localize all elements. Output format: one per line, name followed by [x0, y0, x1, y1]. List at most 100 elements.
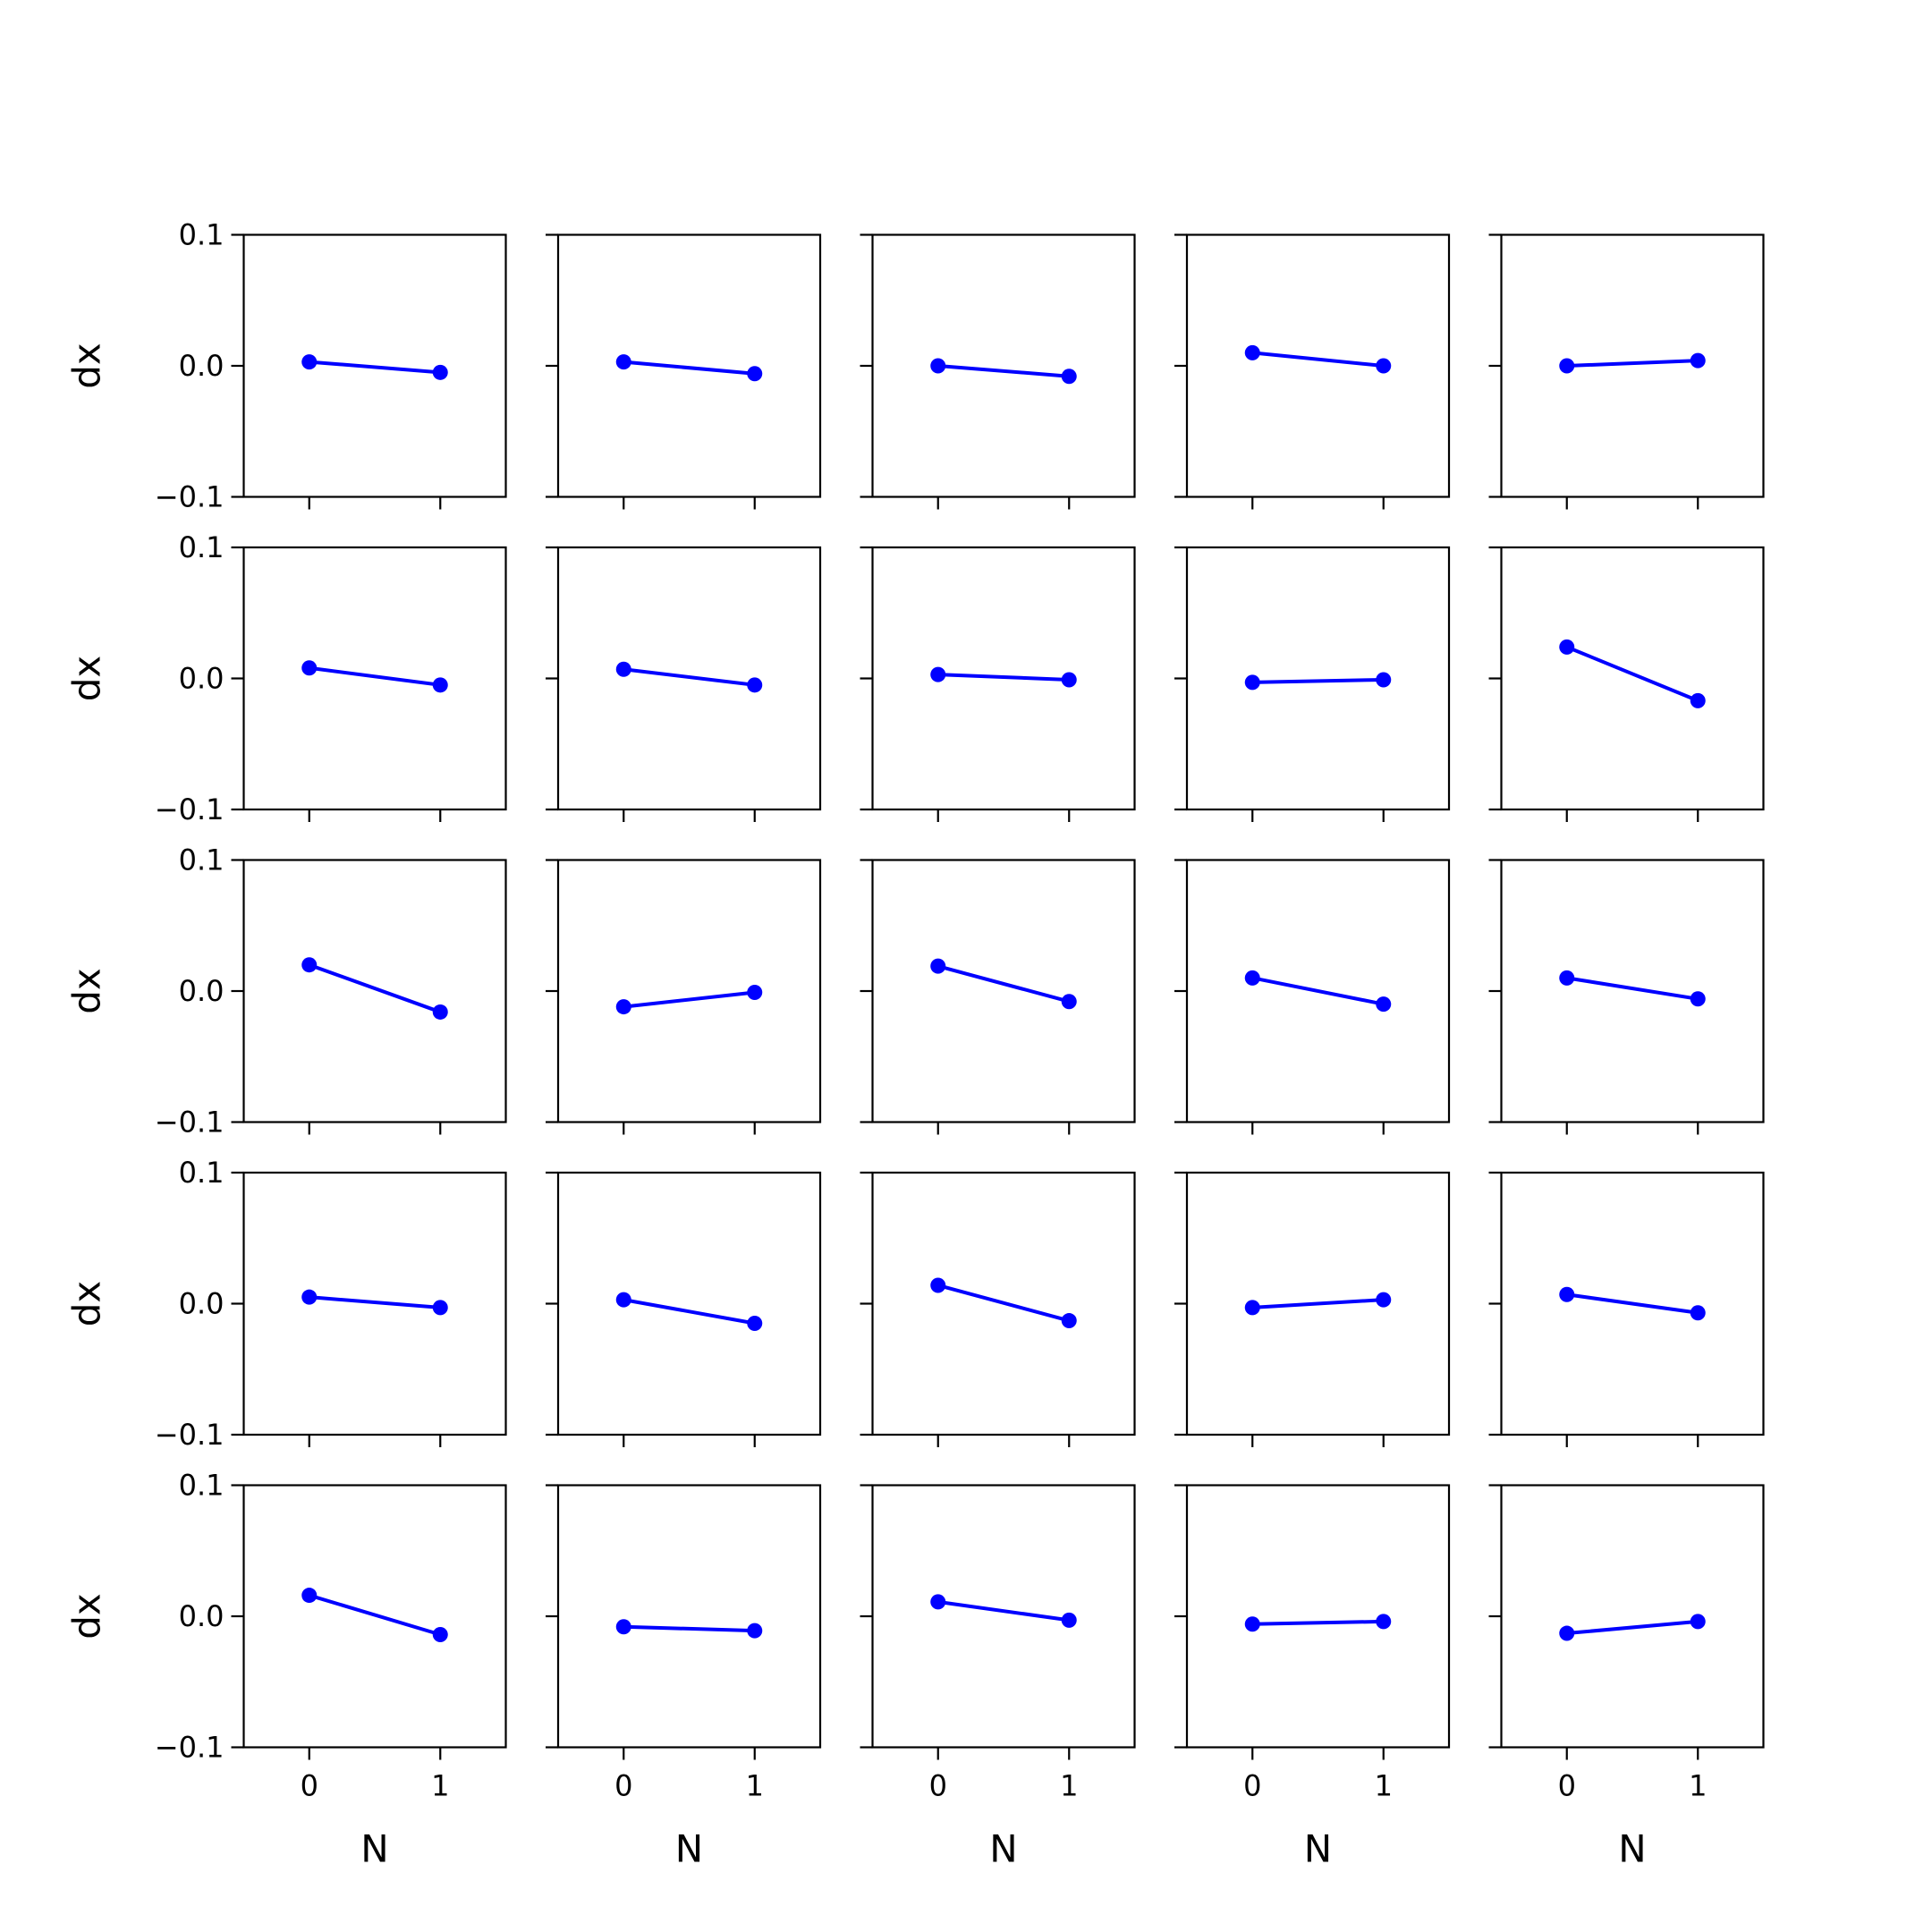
data-point — [747, 1315, 763, 1331]
series-line — [937, 1284, 1070, 1323]
data-point — [301, 354, 318, 370]
axes-frame — [556, 1171, 822, 1436]
x-tick-label: 0 — [929, 1769, 947, 1803]
subplot-r2-c4 — [1488, 859, 1765, 1135]
data-point — [1244, 1300, 1260, 1316]
x-axis-label: N — [675, 1827, 703, 1871]
subplot-r2-c0: 0.1 0.0 −0.1 dx — [65, 843, 507, 1140]
data-point — [930, 1594, 946, 1610]
data-point — [1244, 674, 1260, 691]
data-point — [1376, 1292, 1392, 1308]
series-line — [1251, 976, 1385, 1006]
subplot-r3-c2 — [860, 1171, 1136, 1447]
data-point — [1559, 358, 1575, 374]
y-tick-label: 0.1 — [179, 218, 225, 252]
y-axis-label: dx — [65, 1593, 109, 1640]
series-line — [937, 964, 1070, 1004]
series-line — [1566, 976, 1699, 1001]
x-tick-label: 1 — [746, 1769, 764, 1803]
axes-frame — [1185, 1484, 1451, 1749]
y-tick-label: 0.0 — [179, 974, 225, 1008]
data-point — [1061, 369, 1077, 385]
data-point — [1061, 994, 1077, 1010]
subplot-r1-c2 — [860, 546, 1136, 822]
data-point — [930, 958, 946, 974]
data-point — [615, 354, 631, 370]
subplot-r1-c0: 0.1 0.0 −0.1 dx — [65, 530, 507, 826]
axes-frame — [1500, 1484, 1765, 1749]
subplot-r3-c0: 0.1 0.0 −0.1 dx — [65, 1156, 507, 1452]
data-point — [1559, 970, 1575, 986]
y-tick-label: 0.0 — [179, 1287, 225, 1321]
series-line — [1565, 645, 1699, 703]
data-point — [432, 1300, 448, 1316]
subplot-r1-c1 — [546, 546, 822, 822]
series-line — [623, 667, 755, 687]
series-line — [1252, 1298, 1384, 1309]
data-point — [1690, 1305, 1706, 1321]
subplot-r3-c4 — [1488, 1171, 1765, 1447]
series-line — [937, 1599, 1070, 1623]
data-point — [432, 1627, 448, 1643]
data-point — [1690, 692, 1706, 708]
data-point — [615, 999, 631, 1015]
axes-frame — [871, 233, 1136, 498]
x-tick-label: 0 — [301, 1769, 318, 1803]
data-point — [1376, 358, 1392, 374]
subplot-r1-c3 — [1174, 546, 1451, 822]
subplot-r4-c1: 0 1 N — [546, 1484, 822, 1871]
data-point — [301, 1588, 318, 1604]
subplot-r2-c2 — [860, 859, 1136, 1135]
data-point — [432, 1004, 448, 1020]
series-line — [1566, 359, 1699, 368]
data-point — [432, 677, 448, 693]
series-line — [309, 1295, 441, 1309]
y-tick-label: −0.1 — [155, 1418, 225, 1452]
series-line — [937, 364, 1070, 378]
series-line — [309, 665, 441, 687]
data-point — [1690, 991, 1706, 1007]
data-point — [1376, 1614, 1392, 1630]
y-tick-label: −0.1 — [155, 1106, 225, 1140]
y-tick-label: 0.1 — [179, 1156, 225, 1190]
subplot-r2-c3 — [1174, 859, 1451, 1135]
axes-frame — [1500, 233, 1765, 498]
subplot-r0-c1 — [546, 233, 822, 510]
data-point — [1690, 1614, 1706, 1630]
data-point — [615, 661, 631, 677]
series-line — [1252, 1619, 1384, 1626]
series-line — [623, 360, 755, 376]
x-axis-label: N — [1304, 1827, 1332, 1871]
y-tick-label: 0.0 — [179, 349, 225, 383]
x-axis-label: N — [360, 1827, 388, 1871]
data-point — [615, 1292, 631, 1308]
y-axis-label: dx — [65, 968, 109, 1014]
data-point — [747, 366, 763, 382]
series-line — [309, 1593, 441, 1637]
subplot-r4-c0: 0.1 0.0 −0.1 0 1 dx N — [65, 1469, 507, 1871]
x-axis-label: N — [989, 1827, 1017, 1871]
data-point — [1061, 1313, 1077, 1329]
subplot-r0-c2 — [860, 233, 1136, 510]
y-axis-label: dx — [65, 1281, 109, 1327]
axes-frame — [1185, 233, 1451, 498]
x-tick-label: 1 — [431, 1769, 449, 1803]
y-tick-label: 0.1 — [179, 1469, 225, 1503]
y-axis-label: dx — [65, 656, 109, 702]
y-tick-label: −0.1 — [155, 480, 225, 514]
y-tick-label: −0.1 — [155, 792, 225, 826]
data-point — [432, 364, 448, 380]
data-point — [1244, 1616, 1260, 1632]
axes-frame — [556, 233, 822, 498]
axes-frame — [871, 859, 1136, 1123]
subplot-r0-c0: 0.1 0.0 −0.1 dx — [65, 218, 507, 514]
data-point — [1559, 639, 1575, 655]
data-point — [930, 666, 946, 682]
series-line — [1252, 351, 1384, 368]
data-point — [747, 984, 763, 1000]
axes-frame — [556, 1484, 822, 1749]
x-tick-label: 1 — [1060, 1769, 1078, 1803]
y-tick-label: 0.1 — [179, 530, 225, 564]
subplot-r4-c4: 0 1 N — [1488, 1484, 1765, 1871]
